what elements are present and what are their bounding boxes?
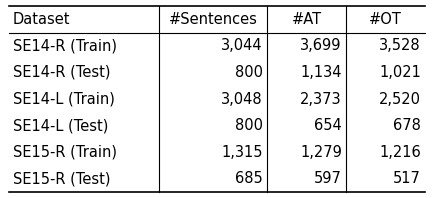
Text: SE15-R (Test): SE15-R (Test) (13, 171, 111, 186)
Text: 678: 678 (393, 118, 421, 133)
Text: 685: 685 (235, 171, 263, 186)
Text: #AT: #AT (292, 12, 322, 27)
Text: 2,373: 2,373 (300, 91, 342, 107)
Text: 654: 654 (314, 118, 342, 133)
Text: 1,279: 1,279 (300, 145, 342, 160)
Text: 3,699: 3,699 (300, 38, 342, 53)
Text: 1,134: 1,134 (300, 65, 342, 80)
Text: 1,315: 1,315 (221, 145, 263, 160)
Text: SE14-R (Test): SE14-R (Test) (13, 65, 111, 80)
Text: SE14-R (Train): SE14-R (Train) (13, 38, 117, 53)
Text: 517: 517 (393, 171, 421, 186)
Text: 1,216: 1,216 (379, 145, 421, 160)
Text: SE14-L (Test): SE14-L (Test) (13, 118, 108, 133)
Text: #Sentences: #Sentences (168, 12, 257, 27)
Text: SE14-L (Train): SE14-L (Train) (13, 91, 115, 107)
Text: 800: 800 (235, 118, 263, 133)
Text: #OT: #OT (369, 12, 402, 27)
Text: 2,520: 2,520 (379, 91, 421, 107)
Text: 1,021: 1,021 (379, 65, 421, 80)
Text: 3,528: 3,528 (379, 38, 421, 53)
Text: Dataset: Dataset (13, 12, 70, 27)
Text: 3,044: 3,044 (221, 38, 263, 53)
Text: 3,048: 3,048 (221, 91, 263, 107)
Text: 800: 800 (235, 65, 263, 80)
Text: 597: 597 (314, 171, 342, 186)
Text: SE15-R (Train): SE15-R (Train) (13, 145, 117, 160)
